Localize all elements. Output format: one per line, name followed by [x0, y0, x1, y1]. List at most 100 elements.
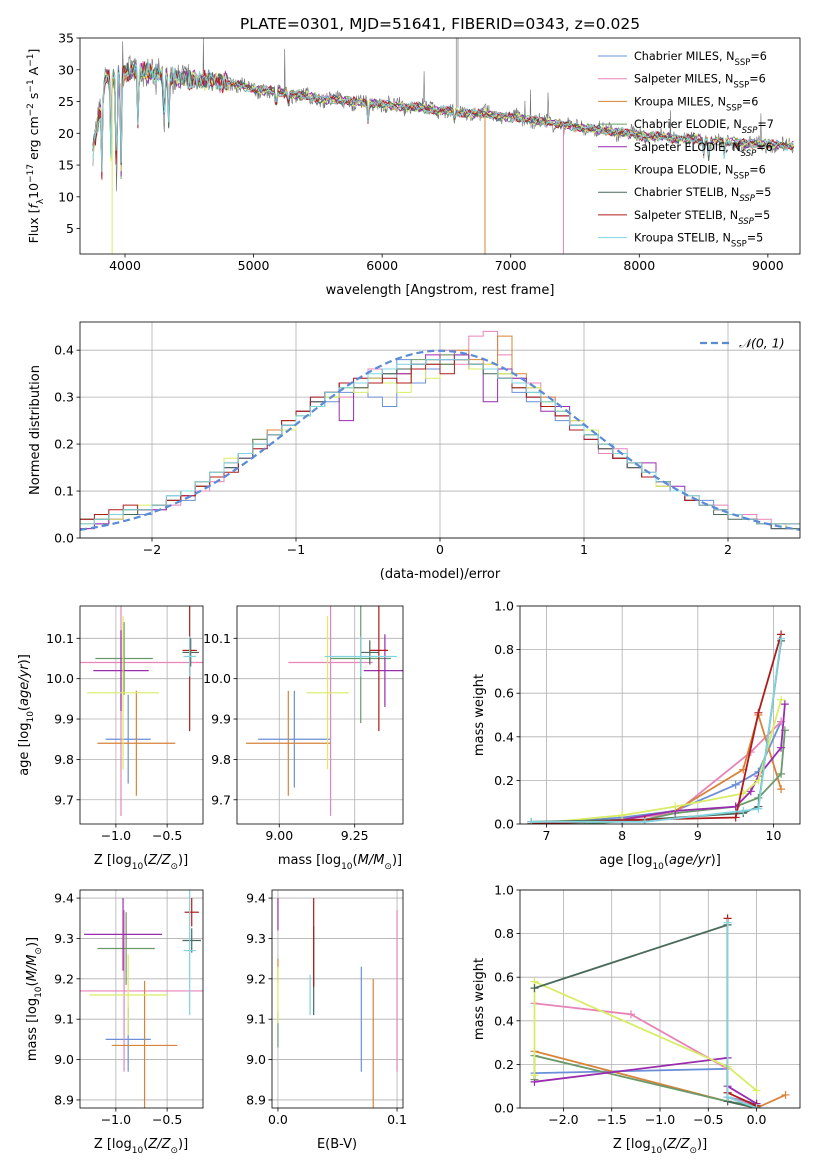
- y-tick-label: 1.0: [494, 599, 514, 614]
- age-mass-x-axis-label: mass [log10(M/M⊙)]: [278, 853, 402, 872]
- residual-y-axis-label: Normed distribution: [28, 365, 43, 495]
- x-tick-label: 6000: [366, 258, 398, 273]
- mass-z-x-axis-label: Z [log10(Z/Z⊙)]: [94, 1137, 188, 1156]
- label-part: 10: [34, 986, 44, 998]
- age-y-axis-label: age [log10(age/yr)]: [17, 654, 36, 776]
- legend-text: Salpeter MILES, N: [634, 73, 733, 86]
- weight-age-y-axis-label: mass weight: [472, 674, 487, 756]
- weight-marker-chabrier-miles: [731, 780, 740, 789]
- weight-marker-kroupa-stelib: [777, 634, 786, 643]
- axes-mass_vs_Z: −1.0 −0.5 8.9 9.0 9.1 9.2 9.3 9.4: [54, 889, 204, 1127]
- y-tick-label: 9.2: [54, 971, 74, 986]
- error-bar-chabrier-stelib: [360, 640, 379, 665]
- legend-value: =5: [755, 186, 772, 199]
- legend-value: =6: [756, 141, 773, 154]
- error-bar-salpeter-stelib: [184, 898, 199, 927]
- mass-y-axis-label: mass [log10(M/M⊙)]: [25, 937, 44, 1061]
- normal-curve: [80, 349, 800, 531]
- legend-subscript: SSP: [734, 58, 750, 68]
- y-tick-label: 0.6: [494, 686, 514, 701]
- label-part: 10: [132, 862, 144, 872]
- label-part: 10: [26, 183, 41, 199]
- x-tick-label: 9: [694, 828, 702, 843]
- legend-label-kroupa-elodie: Kroupa ELODIE, NSSP=6: [634, 164, 766, 182]
- y-tick-label: 35: [58, 31, 74, 46]
- label-part: )]: [711, 853, 721, 868]
- plot-area: [277, 898, 398, 1108]
- residual-x-axis-label: (data-model)/error: [380, 567, 501, 582]
- weight-line-chabrier-elodie: [531, 730, 786, 824]
- label-part: 10: [26, 711, 36, 723]
- legend-value: =5: [754, 209, 771, 222]
- y-tick-label: 9.8: [54, 752, 74, 767]
- label-part: Z [log: [613, 1137, 651, 1152]
- label-part: 10: [132, 1146, 144, 1156]
- legend-value: =6: [742, 95, 759, 108]
- label-part: A: [26, 66, 41, 79]
- y-tick-label: 10: [58, 189, 74, 204]
- weight-marker-salpeter-elodie: [780, 700, 789, 709]
- error-bar-salpeter-elodie: [363, 634, 403, 707]
- x-tick-label: −2: [143, 542, 161, 557]
- axes-frame: [79, 605, 204, 825]
- y-tick-label: 9.8: [211, 752, 231, 767]
- y-tick-label: 10.1: [203, 631, 231, 646]
- y-tick-label: 0.2: [54, 437, 74, 452]
- weight-z-y-axis-label: mass weight: [472, 958, 487, 1040]
- x-tick-label: 5000: [238, 258, 270, 273]
- label-part: f: [26, 203, 41, 209]
- legend-subscript: SSP: [731, 240, 747, 250]
- weight-marker-salpeter-elodie: [777, 743, 786, 752]
- legend-text: Chabrier ELODIE, N: [634, 118, 742, 131]
- axes-age_vs_Z: −1.0 −0.5 9.7 9.8 9.9 10.0 10.1: [46, 605, 204, 843]
- weight-marker-salpeter-stelib: [731, 813, 740, 822]
- weight-marker-kroupa-elodie: [752, 1086, 761, 1095]
- x-tick-label: 0.0: [268, 1112, 288, 1127]
- figure-title: PLATE=0301, MJD=51641, FIBERID=0343, z=0…: [240, 15, 640, 33]
- y-tick-label: 30: [58, 62, 74, 77]
- label-part: age [log: [599, 853, 652, 868]
- y-tick-label: 9.0: [54, 1052, 74, 1067]
- label-part: s: [26, 93, 41, 104]
- legend-label-salpeter-elodie: Salpeter ELODIE, NSSP=6: [634, 141, 773, 159]
- spectrum-y-axis-label: Flux [fλ10−17 erg cm−2 s−1 A−1]: [26, 49, 46, 244]
- legend-label-salpeter-miles: Salpeter MILES, NSSP=6: [634, 73, 766, 91]
- label-part: 10: [341, 862, 353, 872]
- legend-text: Salpeter ELODIE, N: [634, 141, 741, 154]
- weight-marker-kroupa-stelib: [752, 1104, 761, 1108]
- error-bar-kroupa-stelib: [324, 636, 397, 677]
- label-part: ⊙: [384, 862, 392, 872]
- axes-weight_vs_Z: −2.0 −1.5 −1.0 −0.5 0.0 0.0 0.2 0.4 0.6 0.8 1.0: [494, 883, 801, 1127]
- axes-frame: [271, 889, 404, 1109]
- y-tick-label: 9.1: [246, 1012, 266, 1027]
- legend-label-salpeter-stelib: Salpeter STELIB, NSSP=5: [634, 209, 770, 227]
- label-part: (: [17, 706, 32, 711]
- weight-marker-kroupa-stelib: [527, 817, 536, 824]
- x-tick-label: −0.5: [152, 828, 182, 843]
- label-part: −1: [26, 53, 36, 66]
- label-part: )]: [392, 853, 402, 868]
- model-spectrum-kroupa-stelib: [92, 62, 794, 173]
- y-tick-label: 0.4: [494, 729, 514, 744]
- legend-value: =7: [757, 118, 774, 131]
- label-part: erg cm: [26, 116, 41, 164]
- label-part: (: [25, 981, 40, 986]
- weight-marker-kroupa-elodie: [671, 802, 680, 811]
- label-part: λ: [36, 198, 46, 204]
- legend-value: =6: [749, 164, 766, 177]
- label-part: Z [log: [94, 853, 132, 868]
- x-tick-label: −2.0: [548, 1112, 578, 1127]
- label-part: Flux [: [26, 209, 41, 244]
- y-tick-label: 9.2: [246, 971, 266, 986]
- error-bar-kroupa-elodie: [87, 616, 159, 770]
- weight-marker-kroupa-miles: [777, 785, 786, 794]
- legend-subscript: SSP: [733, 172, 749, 182]
- label-part: −2: [26, 103, 36, 116]
- label-part: age/yr: [17, 663, 32, 706]
- label-part: )]: [25, 937, 40, 947]
- y-tick-label: 0.2: [494, 773, 514, 788]
- legend-subscript: SSP: [742, 126, 758, 136]
- label-part: −17: [26, 164, 36, 183]
- y-tick-label: 10.0: [203, 671, 231, 686]
- weight-marker-kroupa-elodie: [618, 811, 627, 820]
